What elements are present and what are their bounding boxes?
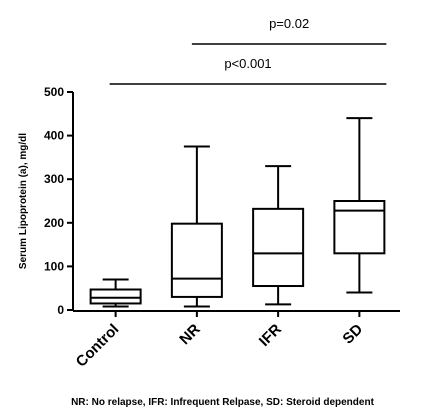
iqr-box-control bbox=[89, 288, 142, 305]
box-control bbox=[89, 278, 142, 308]
y-tick-label-400: 400 bbox=[44, 129, 64, 143]
box-ifr bbox=[252, 165, 305, 306]
iqr-box-nr bbox=[170, 222, 223, 298]
significance-annotations: p=0.02 p<0.001 bbox=[109, 16, 387, 85]
x-axis: Control NR IFR SD bbox=[73, 310, 400, 371]
y-tick-label-500: 500 bbox=[44, 85, 64, 99]
iqr-box-ifr bbox=[252, 207, 305, 288]
iqr-box-sd bbox=[333, 200, 386, 255]
y-tick-label-200: 200 bbox=[44, 216, 64, 230]
box-sd bbox=[333, 117, 386, 294]
p-value-label-nr-sd: p=0.02 bbox=[269, 16, 309, 31]
y-tick-label-100: 100 bbox=[44, 259, 64, 273]
x-tick-label-control: Control bbox=[73, 321, 123, 371]
y-tick-label-300: 300 bbox=[44, 172, 64, 186]
y-axis-label: Serum Lipoprotein (a), mg/dl bbox=[18, 133, 29, 269]
y-tick-label-0: 0 bbox=[57, 303, 64, 317]
x-tick-label-ifr: IFR bbox=[256, 321, 285, 350]
x-tick-label-nr: NR bbox=[176, 321, 203, 348]
y-axis: 0 100 200 300 400 500 bbox=[44, 85, 74, 317]
x-tick-label-sd: SD bbox=[339, 321, 366, 348]
box-nr bbox=[170, 145, 223, 308]
box-series bbox=[89, 117, 386, 308]
figure-caption: NR: No relapse, IFR: Infrequent Relpase,… bbox=[71, 397, 374, 408]
p-value-label-control-sd: p<0.001 bbox=[224, 56, 271, 71]
